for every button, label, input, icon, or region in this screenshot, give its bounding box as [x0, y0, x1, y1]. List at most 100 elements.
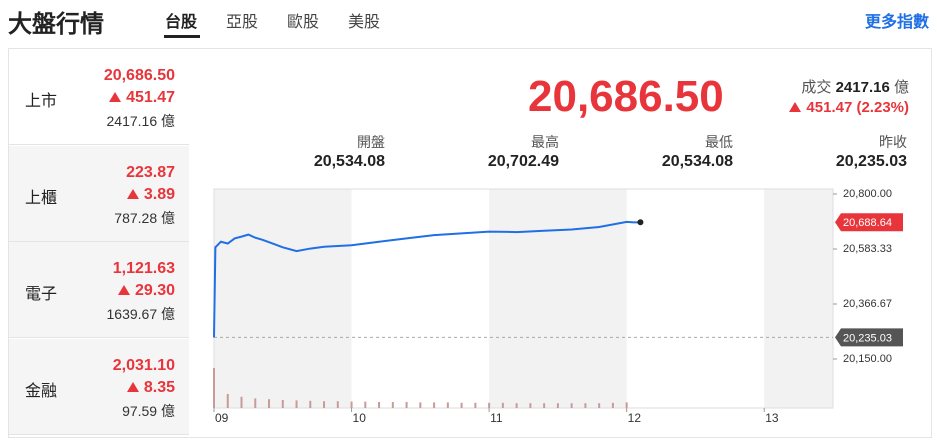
volume-bar — [295, 400, 298, 408]
volume-bar — [474, 402, 477, 408]
volume-bar — [460, 402, 463, 408]
stat-value: 20,534.08 — [313, 153, 385, 170]
tab-underline — [164, 35, 200, 38]
last-price-tag-label: 20,688.64 — [843, 217, 892, 229]
change-value: 29.30 — [134, 282, 175, 299]
volume-bar — [309, 400, 312, 408]
volume-bar — [405, 402, 408, 408]
last-point — [637, 219, 644, 226]
x-tick-label: 09 — [215, 411, 229, 425]
last-price-tag — [835, 213, 903, 232]
tab[interactable]: 美股 — [348, 14, 381, 31]
prev-close-tag — [835, 328, 903, 347]
tab[interactable]: 台股 — [165, 14, 198, 31]
volume-bar — [391, 402, 394, 408]
volume-bar — [323, 401, 326, 408]
volume-bar — [419, 402, 422, 408]
up-arrow — [789, 102, 802, 112]
stat-value: 20,702.49 — [487, 153, 559, 170]
volume-bar — [556, 403, 559, 408]
tab[interactable]: 亞股 — [226, 14, 259, 31]
index-volume: 787.28 億 — [114, 209, 175, 226]
index-value: 2,031.10 — [112, 356, 175, 374]
index-change: 8.35 — [126, 379, 175, 397]
index-row[interactable]: 上櫃 223.87 3.89 787.28 億 — [9, 145, 189, 242]
session-band — [764, 189, 833, 408]
index-volume: 2417.16 億 — [106, 113, 176, 129]
stat-label: 最高 — [531, 134, 559, 150]
volume-bar — [213, 368, 215, 408]
up-arrow — [126, 381, 139, 392]
volume-bar — [515, 403, 518, 408]
stat-label: 最低 — [705, 134, 733, 150]
turnover-label: 成交 — [801, 79, 832, 96]
index-row[interactable]: 金融 2,031.10 8.35 97.59 億 — [9, 338, 189, 435]
index-name: 上櫃 — [25, 189, 58, 207]
tab[interactable]: 歐股 — [287, 14, 320, 31]
index-row[interactable]: 電子 1,121.63 29.30 1639.67 億 — [9, 242, 189, 338]
stat-value: 20,534.08 — [661, 153, 733, 170]
index-value: 20,686.50 — [103, 67, 175, 84]
y-tick-label: 20,800.00 — [843, 188, 892, 200]
volume-bar — [281, 400, 284, 408]
index-change: 3.89 — [126, 185, 175, 204]
volume-bar — [598, 403, 601, 408]
volume-bar — [378, 402, 381, 408]
volume-bar — [446, 402, 449, 408]
volume-bar — [350, 401, 353, 408]
index-value: 223.87 — [126, 163, 175, 181]
x-tick-label: 12 — [628, 411, 642, 425]
index-row[interactable]: 上市 20,686.50 451.47 2417.16 億 — [9, 49, 189, 145]
up-arrow — [126, 188, 139, 199]
turnover-value: 2417.16 — [835, 79, 890, 96]
session-band — [489, 189, 627, 408]
volume-bar — [364, 401, 367, 408]
volume-bar — [543, 403, 546, 408]
volume-bar — [529, 403, 532, 408]
prev-close-tag-label: 20,235.03 — [843, 332, 892, 344]
index-value: 1,121.63 — [112, 260, 175, 277]
y-tick-label: 20,583.33 — [843, 243, 892, 255]
volume-bar — [625, 402, 628, 408]
up-arrow — [109, 92, 122, 102]
turnover: 成交 2417.16 億 — [801, 76, 909, 97]
index-change: 29.30 — [117, 282, 175, 300]
volume-bar — [433, 402, 436, 408]
volume-bar — [611, 402, 614, 408]
y-tick-label: 20,150.00 — [843, 353, 892, 365]
x-tick-label: 13 — [765, 411, 779, 425]
index-name: 電子 — [25, 286, 58, 303]
price-line — [213, 220, 641, 338]
card — [8, 48, 932, 438]
volume-bar — [488, 402, 491, 408]
index-volume: 97.59 億 — [122, 402, 175, 419]
volume-bar — [570, 403, 573, 408]
price: 20,686.50 — [528, 72, 724, 121]
index-name: 上市 — [25, 93, 58, 110]
volume-bar — [240, 396, 243, 408]
page-title: 大盤行情 — [8, 11, 104, 38]
stat-label: 開盤 — [357, 134, 385, 150]
volume-bar — [226, 394, 229, 408]
session-band — [214, 189, 352, 408]
turnover-unit: 億 — [893, 79, 909, 96]
change-value: 3.89 — [143, 185, 175, 203]
stat-label: 昨收 — [879, 134, 907, 150]
change: 451.47 (2.23%) — [789, 99, 909, 116]
index-change: 451.47 — [109, 89, 175, 107]
up-arrow — [117, 285, 130, 295]
volume-bar — [268, 399, 271, 408]
more-link[interactable]: 更多指數 — [864, 14, 929, 31]
change-value: 451.47 (2.23%) — [806, 99, 909, 116]
x-tick-label: 10 — [353, 411, 367, 425]
stat-value: 20,235.03 — [835, 153, 907, 170]
index-volume: 1639.67 億 — [106, 306, 176, 322]
y-tick-label: 20,366.67 — [843, 298, 892, 310]
volume-bar — [584, 403, 587, 408]
volume-bar — [254, 398, 257, 408]
volume-bar — [501, 402, 504, 408]
volume-bar — [336, 401, 339, 408]
x-tick-label: 11 — [490, 411, 503, 425]
